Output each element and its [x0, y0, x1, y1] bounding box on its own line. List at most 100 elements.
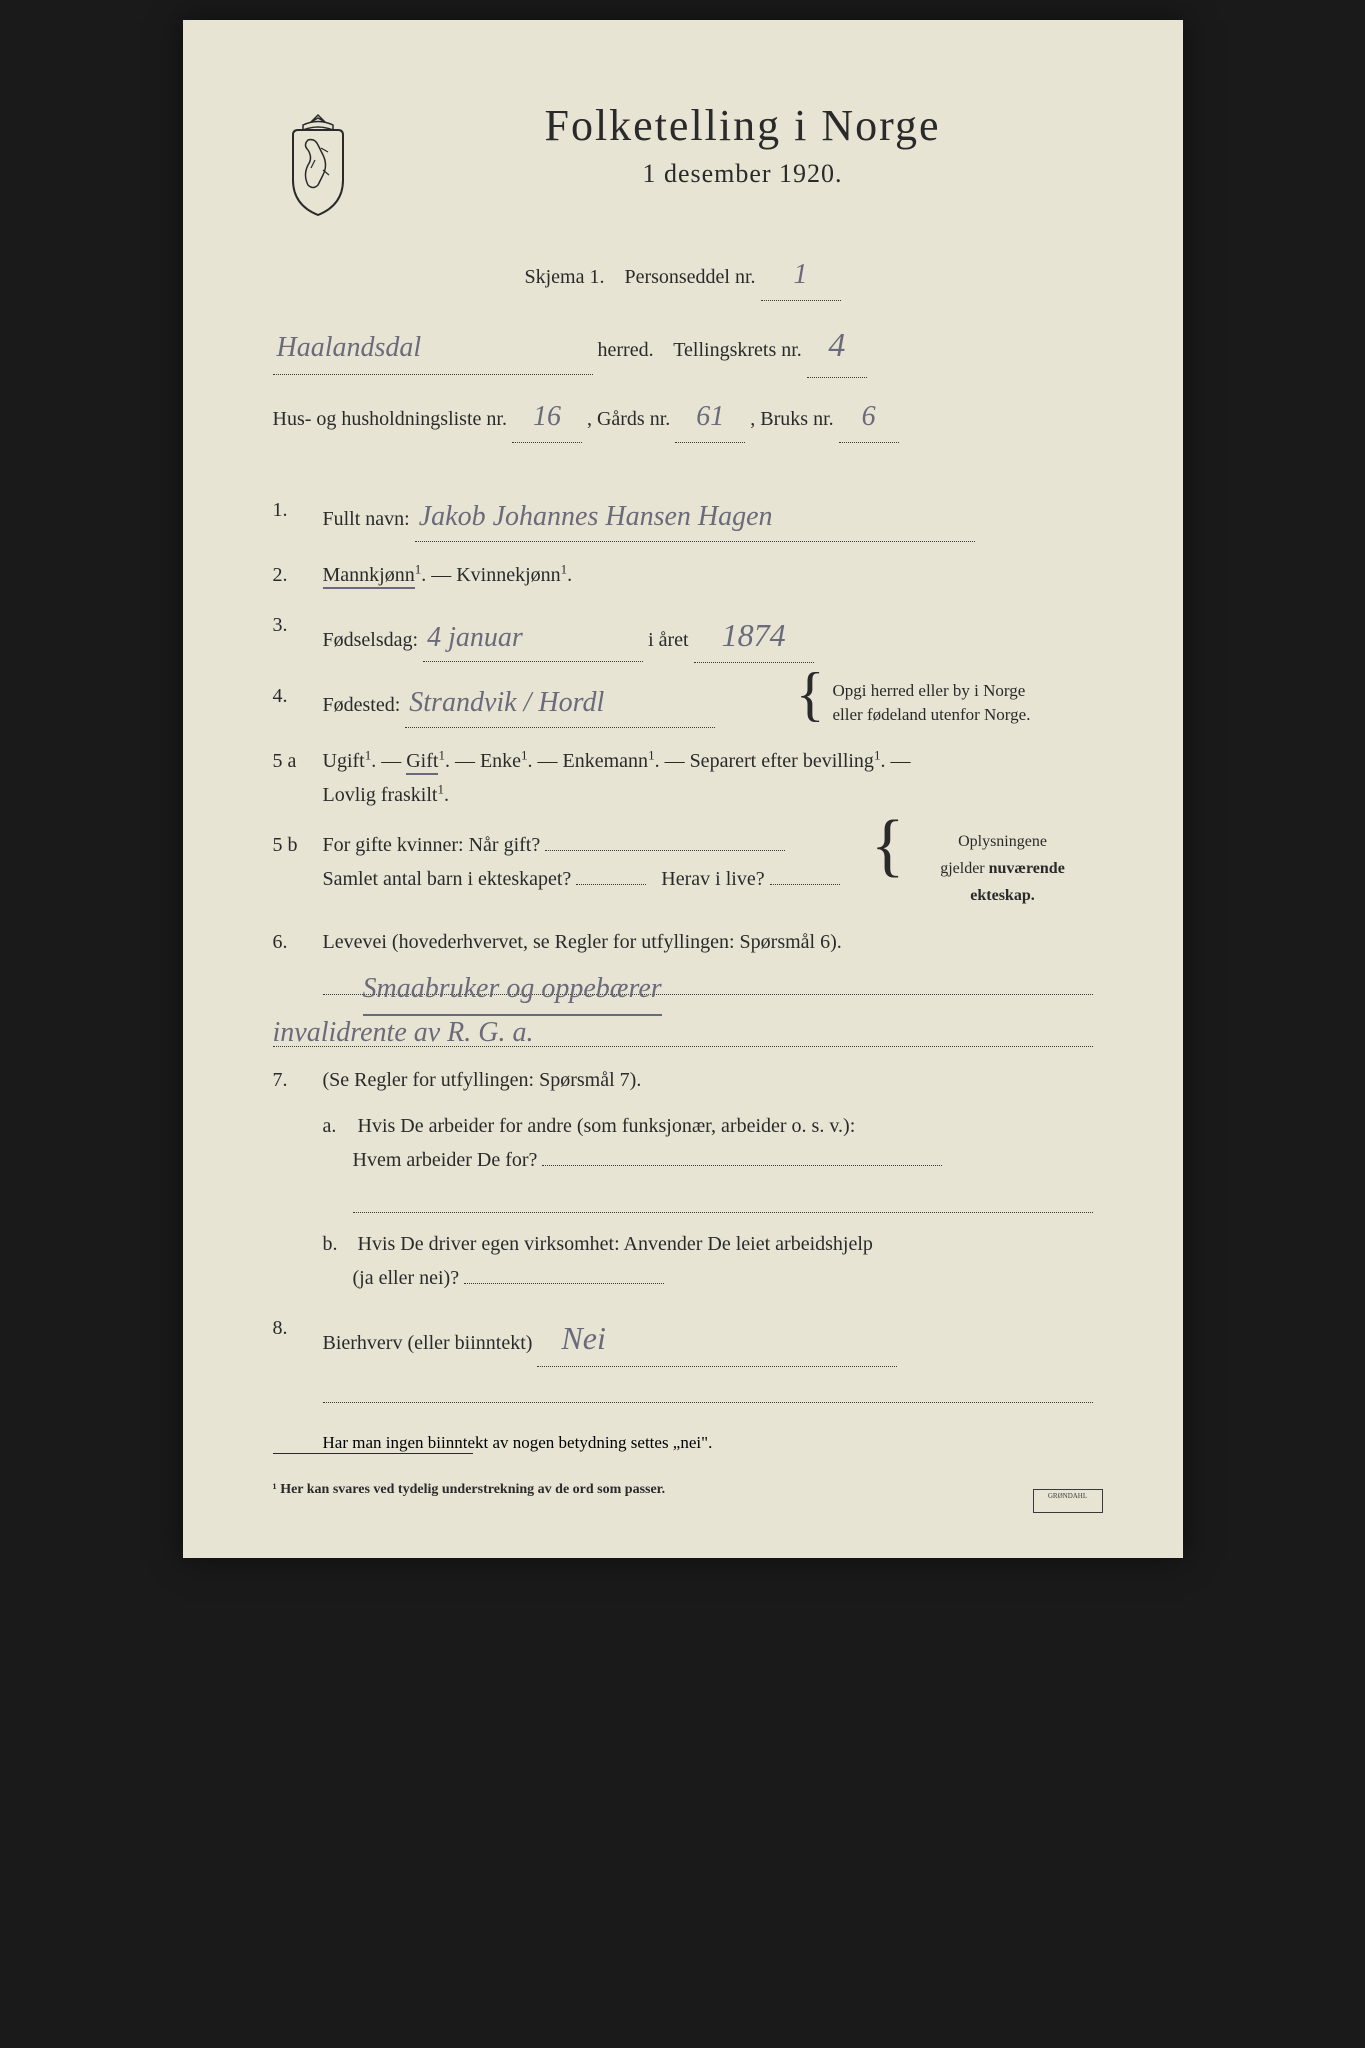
footnote: ¹ Her kan svares ved tydelig understrekn…	[273, 1474, 1093, 1498]
q7a-text1: Hvis De arbeider for andre (som funksjon…	[358, 1115, 856, 1137]
title-block: Folketelling i Norge 1 desember 1920.	[393, 100, 1093, 189]
farm-field: 61	[675, 392, 745, 443]
q5b-field2	[576, 884, 646, 885]
q3-year-value: 1874	[722, 608, 786, 662]
q5b-line1: For gifte kvinner: Når gift?	[323, 834, 541, 856]
schema-line: Skjema 1. Personseddel nr. 1	[273, 250, 1093, 301]
farm-value: 61	[696, 392, 724, 442]
q2-female: Kvinnekjønn	[456, 564, 560, 586]
q2-row: 2. Mannkjønn1. — Kvinnekjønn1.	[273, 558, 1093, 592]
q5a-content: Ugift1. — Gift1. — Enke1. — Enkemann1. —…	[323, 744, 1093, 812]
brace-icon: {	[871, 828, 905, 863]
q8-row: 8. Bierhverv (eller biinntekt) Nei	[273, 1311, 1093, 1408]
q7a-line2	[353, 1183, 1093, 1213]
herred-label: herred.	[598, 339, 654, 361]
district-field: 4	[807, 315, 867, 377]
q3-year-label: i året	[648, 629, 689, 651]
q4-row: 4. Fødested: Strandvik / Hordl { Opgi he…	[273, 679, 1093, 728]
q8-value: Nei	[561, 1311, 605, 1365]
q4-side-note: Opgi herred eller by i Norge eller fødel…	[833, 679, 1093, 727]
q4-field: Strandvik / Hordl	[405, 679, 715, 728]
q3-day-field: 4 januar	[423, 614, 643, 663]
q5a-fraskilt: Lovlig fraskilt	[323, 784, 438, 806]
q2-num: 2.	[273, 558, 323, 592]
q5b-brace-text: Oplysningene gjelder nuværende ekteskap.	[913, 828, 1093, 910]
q7b-label: b.	[323, 1227, 353, 1261]
q2-content: Mannkjønn1. — Kvinnekjønn1.	[323, 558, 1093, 592]
q2-male: Mannkjønn	[323, 564, 415, 589]
slip-nr-field: 1	[761, 250, 841, 301]
q7b-field	[464, 1283, 664, 1284]
q5b-line2b: Herav i live?	[661, 868, 764, 890]
district-label: Tellingskrets nr.	[673, 339, 802, 361]
q8-line2	[323, 1373, 1093, 1403]
q7b-text1: Hvis De driver egen virksomhet: Anvender…	[358, 1233, 873, 1255]
household-label: Hus- og husholdningsliste nr.	[273, 408, 507, 430]
q6-line2: invalidrente av R. G. a.	[273, 1017, 1093, 1047]
q5b-num: 5 b	[273, 828, 323, 910]
q5b-field1	[545, 850, 785, 851]
q4-note1: Opgi herred eller by i Norge	[833, 681, 1026, 700]
q5a-enke: Enke	[480, 750, 521, 772]
q5b-brace3: ekteskap.	[970, 887, 1034, 904]
q3-num: 3.	[273, 608, 323, 663]
q5a-row: 5 a Ugift1. — Gift1. — Enke1. — Enkemann…	[273, 744, 1093, 812]
q7-content: (Se Regler for utfyllingen: Spørsmål 7).…	[323, 1063, 1093, 1295]
q1-label: Fullt navn:	[323, 508, 410, 530]
q5a-gift: Gift	[406, 750, 438, 775]
district-value: 4	[828, 315, 845, 376]
q8-label: Bierhverv (eller biinntekt)	[323, 1332, 533, 1354]
q6-value1: Smaabruker og oppebærer	[363, 965, 662, 1016]
q6-label: Levevei (hovederhvervet, se Regler for u…	[323, 931, 842, 953]
q5a-enkemann: Enkemann	[563, 750, 649, 772]
household-line: Hus- og husholdningsliste nr. 16 , Gårds…	[273, 392, 1093, 443]
q3-content: Fødselsdag: 4 januar i året 1874	[323, 608, 1093, 663]
use-value: 6	[862, 392, 876, 442]
schema-label: Skjema 1.	[524, 266, 604, 288]
q5b-brace1: Oplysningene	[958, 833, 1047, 850]
q5b-content: For gifte kvinner: Når gift? Samlet anta…	[323, 828, 1093, 910]
q5b-field3	[770, 884, 840, 885]
header: Folketelling i Norge 1 desember 1920.	[273, 100, 1093, 220]
q6-num: 6.	[273, 925, 323, 1001]
q8-num: 8.	[273, 1311, 323, 1408]
q3-label: Fødselsdag:	[323, 629, 419, 651]
herred-value: Haalandsdal	[277, 323, 422, 373]
q3-year-field: 1874	[694, 608, 814, 663]
q5a-ugift: Ugift	[323, 750, 365, 772]
use-field: 6	[839, 392, 899, 443]
q5b-brace2: gjelder nuværende	[940, 860, 1065, 877]
q5b-line2: Samlet antal barn i ekteskapet?	[323, 868, 572, 890]
q7-row: 7. (Se Regler for utfyllingen: Spørsmål …	[273, 1063, 1093, 1295]
slip-label: Personseddel nr.	[624, 266, 755, 288]
sup-1: 1	[415, 561, 422, 576]
q8-field: Nei	[537, 1311, 897, 1366]
q3-row: 3. Fødselsdag: 4 januar i året 1874	[273, 608, 1093, 663]
q6-line2-wrap: invalidrente av R. G. a.	[323, 1017, 1093, 1047]
q5a-separert: Separert efter bevilling	[690, 750, 874, 772]
census-form-page: Folketelling i Norge 1 desember 1920. Sk…	[183, 20, 1183, 1558]
q4-num: 4.	[273, 679, 323, 728]
q3-day-value: 4 januar	[427, 614, 523, 662]
household-value: 16	[533, 392, 561, 442]
q5b-row: 5 b For gifte kvinner: Når gift? Samlet …	[273, 828, 1093, 910]
q7a-field	[542, 1165, 942, 1166]
herred-line: Haalandsdal herred. Tellingskrets nr. 4	[273, 315, 1093, 377]
q1-value: Jakob Johannes Hansen Hagen	[419, 493, 773, 541]
herred-field: Haalandsdal	[273, 323, 593, 374]
use-label: Bruks nr.	[760, 408, 833, 430]
q4-label: Fødested:	[323, 694, 401, 716]
q1-field: Jakob Johannes Hansen Hagen	[415, 493, 975, 542]
brace-icon: {	[796, 679, 825, 709]
q1-row: 1. Fullt navn: Jakob Johannes Hansen Hag…	[273, 493, 1093, 542]
q7b-text2: (ja eller nei)?	[353, 1267, 460, 1289]
subtitle: 1 desember 1920.	[393, 159, 1093, 189]
footnote-rule	[273, 1453, 473, 1454]
coat-of-arms-icon	[273, 110, 363, 220]
q7a-text2: Hvem arbeider De for?	[353, 1149, 538, 1171]
q1-num: 1.	[273, 493, 323, 542]
farm-label: Gårds nr.	[597, 408, 670, 430]
q7b: b. Hvis De driver egen virksomhet: Anven…	[323, 1227, 1093, 1295]
main-title: Folketelling i Norge	[393, 100, 1093, 151]
q5a-num: 5 a	[273, 744, 323, 812]
